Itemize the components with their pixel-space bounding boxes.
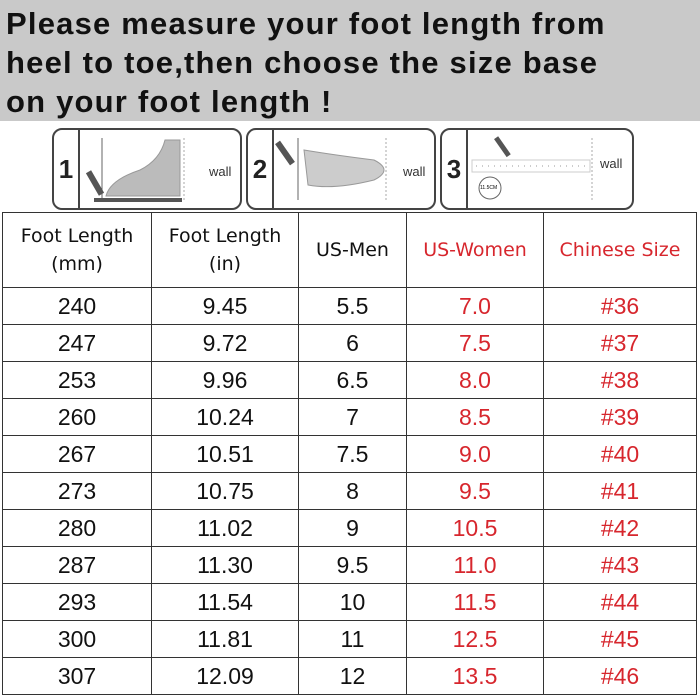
cell-us-men: 5.5	[298, 287, 407, 325]
step-3-ruler: 3 11.5CM wall	[440, 128, 634, 210]
header-row: Foot Length (mm) Foot Length (in) US-Men U…	[2, 212, 697, 288]
cell-foot-length-in: 9.45	[151, 287, 299, 325]
table-row: 267 10.51 7.5 9.0 #40	[2, 435, 697, 473]
instruction-banner: Please measure your foot length from hee…	[0, 0, 700, 121]
cell-foot-length-mm: 247	[2, 324, 152, 362]
step-number: 2	[248, 130, 274, 208]
cell-us-women: 11.5	[406, 583, 544, 621]
cell-us-women: 10.5	[406, 509, 544, 547]
cell-chinese-size: #38	[543, 361, 697, 399]
cell-foot-length-mm: 267	[2, 435, 152, 473]
cell-foot-length-mm: 280	[2, 509, 152, 547]
table-row: 307 12.09 12 13.5 #46	[2, 657, 697, 695]
cell-foot-length-in: 11.30	[151, 546, 299, 584]
table-row: 260 10.24 7 8.5 #39	[2, 398, 697, 436]
wall-label: wall	[403, 164, 426, 179]
cell-us-men: 10	[298, 583, 407, 621]
cell-foot-length-in: 9.72	[151, 324, 299, 362]
cell-us-men: 8	[298, 472, 407, 510]
table-row: 280 11.02 9 10.5 #42	[2, 509, 697, 547]
cell-foot-length-in: 10.24	[151, 398, 299, 436]
cell-us-men: 9	[298, 509, 407, 547]
cell-us-men: 7	[298, 398, 407, 436]
cell-foot-length-mm: 260	[2, 398, 152, 436]
cell-us-women: 9.5	[406, 472, 544, 510]
cell-foot-length-in: 11.02	[151, 509, 299, 547]
table-row: 240 9.45 5.5 7.0 #36	[2, 287, 697, 325]
cell-chinese-size: #44	[543, 583, 697, 621]
header-chinese-size: Chinese Size	[543, 212, 697, 288]
cell-foot-length-mm: 273	[2, 472, 152, 510]
cell-chinese-size: #43	[543, 546, 697, 584]
cell-chinese-size: #42	[543, 509, 697, 547]
cell-foot-length-mm: 300	[2, 620, 152, 658]
cell-us-women: 7.0	[406, 287, 544, 325]
table-row: 293 11.54 10 11.5 #44	[2, 583, 697, 621]
cell-us-women: 11.0	[406, 546, 544, 584]
banner-line-1: Please measure your foot length from	[6, 6, 606, 41]
cell-us-women: 8.0	[406, 361, 544, 399]
cell-us-women: 8.5	[406, 398, 544, 436]
banner-line-3: on your foot length !	[6, 84, 333, 119]
cell-us-women: 7.5	[406, 324, 544, 362]
cell-foot-length-in: 9.96	[151, 361, 299, 399]
table-row: 253 9.96 6.5 8.0 #38	[2, 361, 697, 399]
cell-us-women: 13.5	[406, 657, 544, 695]
cell-chinese-size: #46	[543, 657, 697, 695]
table-row: 300 11.81 11 12.5 #45	[2, 620, 697, 658]
cell-chinese-size: #45	[543, 620, 697, 658]
cell-us-men: 6.5	[298, 361, 407, 399]
size-chart-table: Foot Length (mm) Foot Length (in) US-Men U…	[2, 212, 697, 695]
step-2-foot-top: 2 wall	[246, 128, 436, 210]
cell-foot-length-mm: 307	[2, 657, 152, 695]
cell-foot-length-mm: 240	[2, 287, 152, 325]
foot-top-illustration	[275, 138, 387, 200]
cell-foot-length-in: 10.75	[151, 472, 299, 510]
cell-chinese-size: #36	[543, 287, 697, 325]
foot-side-illustration	[85, 138, 185, 202]
step-number: 3	[442, 130, 468, 208]
cell-us-men: 12	[298, 657, 407, 695]
wall-label: wall	[209, 164, 232, 179]
header-us-men: US-Men	[298, 212, 407, 288]
cell-foot-length-mm: 253	[2, 361, 152, 399]
measurement-steps: 1 wall 2 wall 3 11.5CM wall	[52, 128, 634, 210]
cell-chinese-size: #40	[543, 435, 697, 473]
cell-chinese-size: #39	[543, 398, 697, 436]
table-row: 273 10.75 8 9.5 #41	[2, 472, 697, 510]
wall-label: wall	[600, 156, 623, 171]
cell-foot-length-in: 11.81	[151, 620, 299, 658]
cell-foot-length-mm: 293	[2, 583, 152, 621]
cell-us-women: 12.5	[406, 620, 544, 658]
cell-foot-length-in: 12.09	[151, 657, 299, 695]
banner-line-2: heel to toe,then choose the size base	[6, 45, 599, 80]
cell-us-men: 9.5	[298, 546, 407, 584]
cell-foot-length-in: 10.51	[151, 435, 299, 473]
cell-us-men: 11	[298, 620, 407, 658]
cell-foot-length-mm: 287	[2, 546, 152, 584]
header-foot-length-mm: Foot Length (mm)	[2, 212, 152, 288]
cell-foot-length-in: 11.54	[151, 583, 299, 621]
cell-chinese-size: #41	[543, 472, 697, 510]
ruler-illustration	[471, 136, 593, 200]
header-foot-length-in: Foot Length (in)	[151, 212, 299, 288]
step-1-foot-side: 1 wall	[52, 128, 242, 210]
table-row: 247 9.72 6 7.5 #37	[2, 324, 697, 362]
cell-us-women: 9.0	[406, 435, 544, 473]
header-us-women: US-Women	[406, 212, 544, 288]
step-number: 1	[54, 130, 80, 208]
cell-us-men: 7.5	[298, 435, 407, 473]
cell-chinese-size: #37	[543, 324, 697, 362]
ruler-badge: 11.5CM	[480, 185, 498, 191]
cell-us-men: 6	[298, 324, 407, 362]
table-row: 287 11.30 9.5 11.0 #43	[2, 546, 697, 584]
